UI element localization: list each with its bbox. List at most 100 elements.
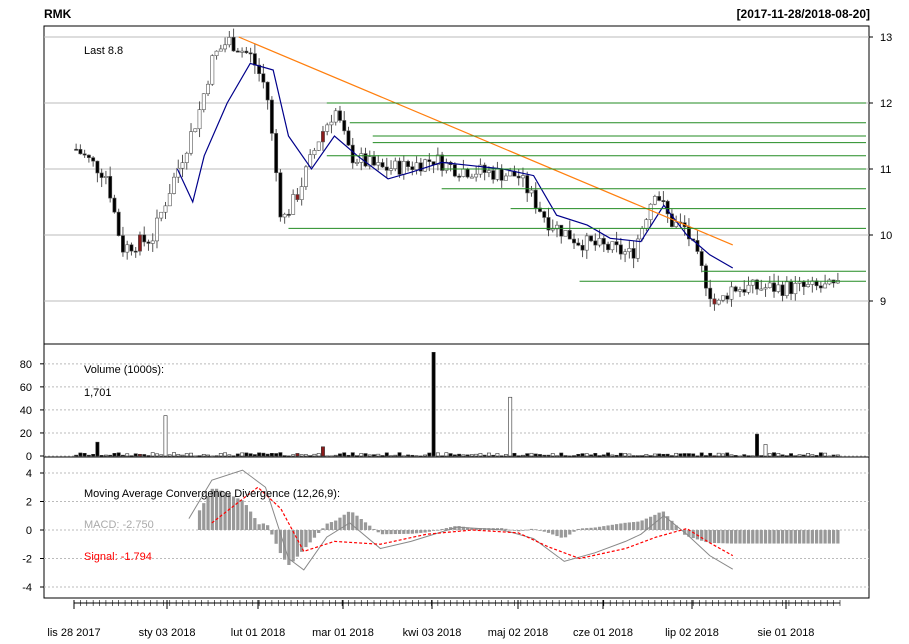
macd-histogram-bar	[657, 512, 661, 530]
macd-histogram-bar	[551, 530, 555, 535]
macd-histogram-bar	[559, 530, 563, 538]
macd-histogram-bar	[338, 517, 342, 530]
candle-body	[648, 203, 653, 220]
candle-body	[82, 153, 87, 156]
candle-body	[521, 175, 525, 179]
last-price-label: Last 8.8	[84, 45, 123, 57]
macd-histogram-bar	[640, 520, 644, 530]
macd-histogram-bar	[385, 530, 389, 535]
volume-bar	[695, 455, 700, 457]
candle-body	[244, 50, 249, 54]
candle-body	[763, 287, 768, 290]
macd-histogram-bar	[342, 514, 346, 530]
macd-histogram-bar	[300, 530, 304, 552]
volume-bar	[712, 455, 717, 457]
volume-bar	[299, 454, 304, 457]
candle-body	[776, 284, 781, 292]
candle-body	[142, 234, 147, 243]
candle-body	[316, 141, 321, 151]
candle-body	[261, 73, 266, 83]
macd-histogram-bar	[334, 520, 338, 530]
volume-bar	[572, 455, 576, 457]
macd-histogram-bar	[572, 530, 576, 532]
signal-value: Signal: -1.794	[84, 551, 152, 563]
candle-body	[423, 159, 428, 172]
candle-body	[125, 244, 130, 253]
candle-body	[146, 241, 151, 244]
candle-body	[746, 284, 751, 293]
volume-bar	[729, 454, 734, 457]
volume-bar	[414, 455, 419, 457]
candle-body	[299, 186, 304, 200]
candle-body	[555, 224, 559, 230]
macd-histogram-bar	[376, 530, 380, 533]
candle-body	[274, 133, 279, 174]
volume-bar	[508, 396, 513, 457]
volume-bar	[282, 455, 287, 457]
volume-bar	[767, 453, 772, 457]
macd-histogram-bar	[380, 530, 385, 535]
candle-body	[601, 238, 606, 245]
macd-histogram-bar	[431, 530, 436, 531]
volume-bar	[376, 453, 381, 457]
macd-histogram-bar	[214, 488, 219, 530]
volume-bar	[563, 455, 568, 457]
candle-body	[240, 50, 245, 53]
candle-body	[725, 295, 730, 300]
macd-histogram-bar	[797, 530, 802, 544]
macd-histogram-bar	[802, 530, 806, 544]
candle-body	[652, 196, 657, 205]
candle-body	[201, 93, 206, 110]
candle-body	[286, 213, 291, 216]
volume-bar	[682, 453, 687, 457]
volume-bar	[184, 453, 189, 457]
macd-histogram-bar	[495, 528, 500, 530]
macd-histogram-bar	[734, 530, 738, 544]
candle-body	[508, 170, 513, 177]
candle-body	[338, 110, 342, 121]
volume-bar	[529, 452, 534, 457]
candle-body	[457, 175, 462, 178]
volume-bar	[440, 455, 445, 457]
macd-histogram-bar	[700, 530, 704, 541]
volume-bar	[125, 453, 130, 457]
grid-lines	[44, 36, 869, 588]
volume-bar	[278, 452, 283, 457]
macd-histogram-bar	[563, 530, 568, 538]
macd-histogram-bar	[746, 530, 751, 544]
macd-histogram-bar	[304, 530, 308, 548]
macd-histogram-bar	[210, 488, 214, 530]
macd-histogram-bar	[593, 527, 597, 530]
candle-body	[623, 251, 628, 255]
volume-bar	[329, 455, 334, 457]
x-tick-label: sie 01 2018	[758, 627, 815, 639]
price-tick-label: 12	[880, 98, 892, 110]
volume-bar	[495, 453, 500, 457]
volume-bar	[269, 452, 274, 457]
trendline	[238, 36, 733, 246]
volume-bar	[512, 452, 517, 457]
candle-body	[380, 162, 385, 168]
macd-histogram-bar	[389, 530, 393, 535]
volume-bar	[308, 455, 313, 457]
x-tick-label: kwi 03 2018	[403, 627, 462, 639]
macd-histogram-bar	[661, 511, 666, 530]
macd-histogram-bar	[631, 522, 636, 530]
price-tick-label: 11	[880, 164, 891, 176]
macd-histogram-bar	[261, 523, 265, 530]
macd-histogram-bar	[627, 522, 631, 530]
candle-body	[103, 176, 108, 178]
volume-bar	[286, 455, 291, 458]
volume-bar	[252, 454, 257, 457]
macd-histogram-bar	[500, 528, 504, 530]
candle-body	[469, 176, 474, 179]
candle-body	[397, 160, 402, 175]
candle-body	[755, 279, 759, 290]
candle-body	[538, 207, 542, 212]
candle-body	[248, 52, 253, 55]
volume-bar	[133, 453, 138, 457]
volume-bar	[210, 455, 215, 458]
candle-body	[112, 197, 117, 213]
macd-histogram-bar	[576, 528, 580, 530]
candle-body	[265, 81, 270, 101]
